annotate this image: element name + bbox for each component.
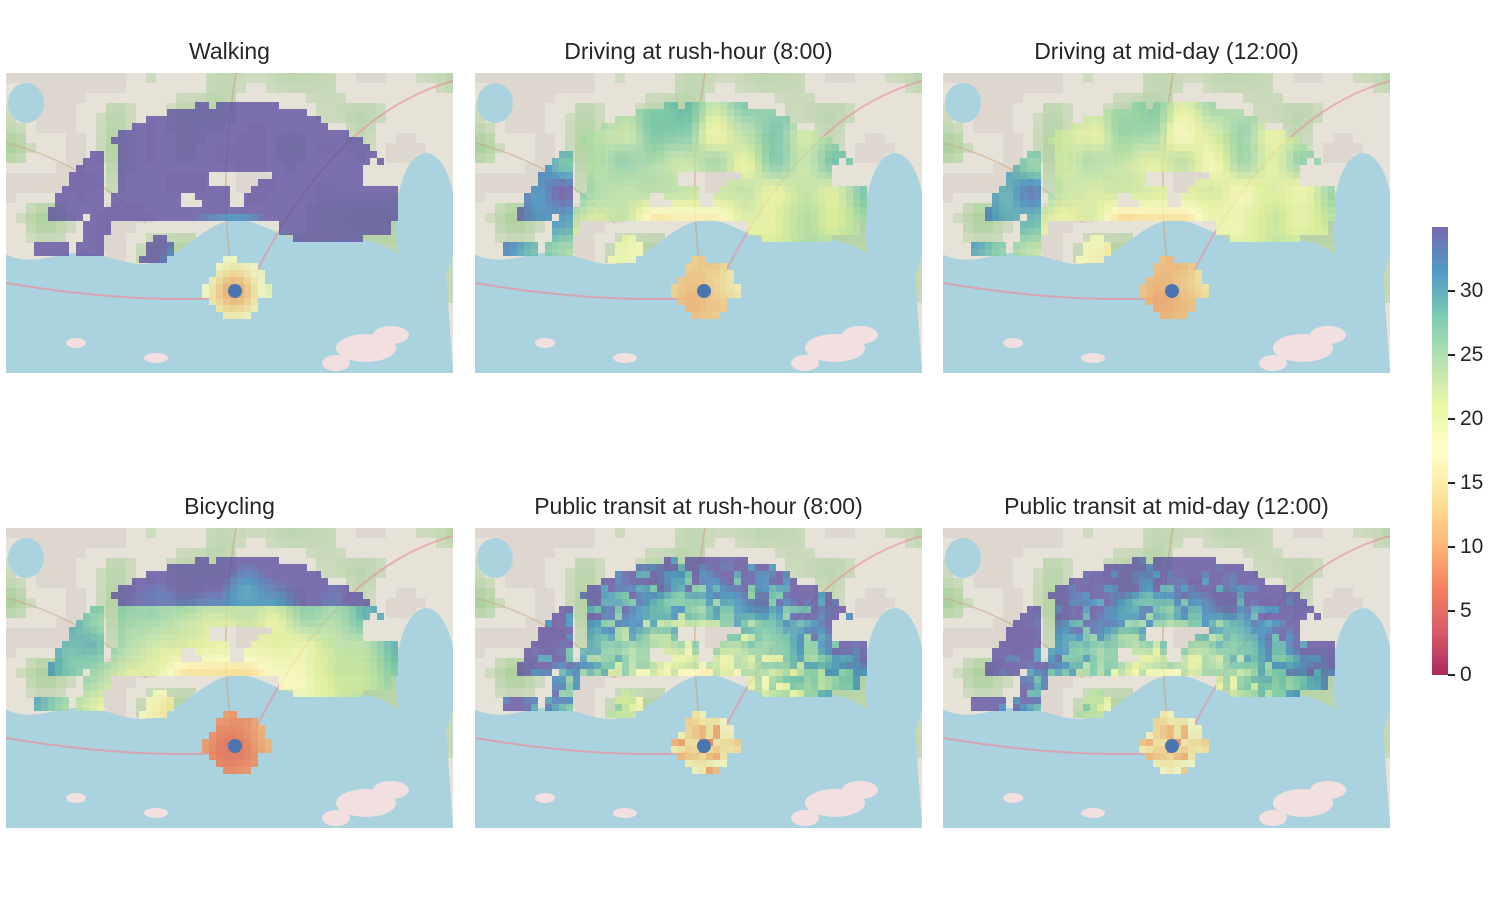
travel-time-colorbar: 0 5 10 15 20 25 30: [1432, 227, 1483, 686]
travel-time-grid: [34, 102, 398, 319]
map-panel-transit-midday: Public transit at mid-day (12:00): [943, 493, 1390, 833]
map-panel-transit-rush: Public transit at rush-hour (8:00): [475, 493, 922, 833]
origin-point-icon: [697, 284, 711, 298]
travel-time-map: [943, 73, 1390, 373]
colorbar-tick-label: 0: [1460, 663, 1472, 686]
panel-title: Driving at rush-hour (8:00): [564, 38, 833, 64]
travel-time-map: [6, 73, 453, 373]
travel-time-map: [6, 528, 453, 828]
origin-point-icon: [697, 739, 711, 753]
panel-title: Walking: [189, 38, 270, 64]
colorbar-gradient: [1432, 227, 1448, 675]
map-panel-bicycling: Bicycling: [6, 493, 453, 833]
travel-time-map: [475, 73, 922, 373]
origin-point-icon: [228, 739, 242, 753]
travel-time-grid: [971, 102, 1335, 319]
map-panel-driving-midday: Driving at mid-day (12:00): [943, 38, 1390, 378]
panel-title: Bicycling: [184, 493, 275, 519]
map-panel-driving-rush: Driving at rush-hour (8:00): [475, 38, 922, 378]
travel-time-map: [943, 528, 1390, 828]
origin-point-icon: [228, 284, 242, 298]
map-panel-walking: Walking: [6, 38, 453, 378]
travel-time-grid: [503, 102, 867, 319]
colorbar-tick-label: 20: [1460, 407, 1484, 430]
colorbar-tick-label: 15: [1460, 471, 1484, 494]
panel-title: Public transit at mid-day (12:00): [1004, 493, 1329, 519]
origin-point-icon: [1165, 284, 1179, 298]
colorbar-tick-label: 30: [1460, 279, 1484, 302]
travel-time-grid: [503, 557, 867, 774]
colorbar-tick-label: 5: [1460, 599, 1472, 622]
panel-title: Driving at mid-day (12:00): [1034, 38, 1299, 64]
origin-point-icon: [1165, 739, 1179, 753]
colorbar-tick-label: 10: [1460, 535, 1484, 558]
travel-time-map: [475, 528, 922, 828]
panel-title: Public transit at rush-hour (8:00): [534, 493, 863, 519]
colorbar-tick-label: 25: [1460, 343, 1484, 366]
travel-time-grid: [34, 557, 398, 774]
